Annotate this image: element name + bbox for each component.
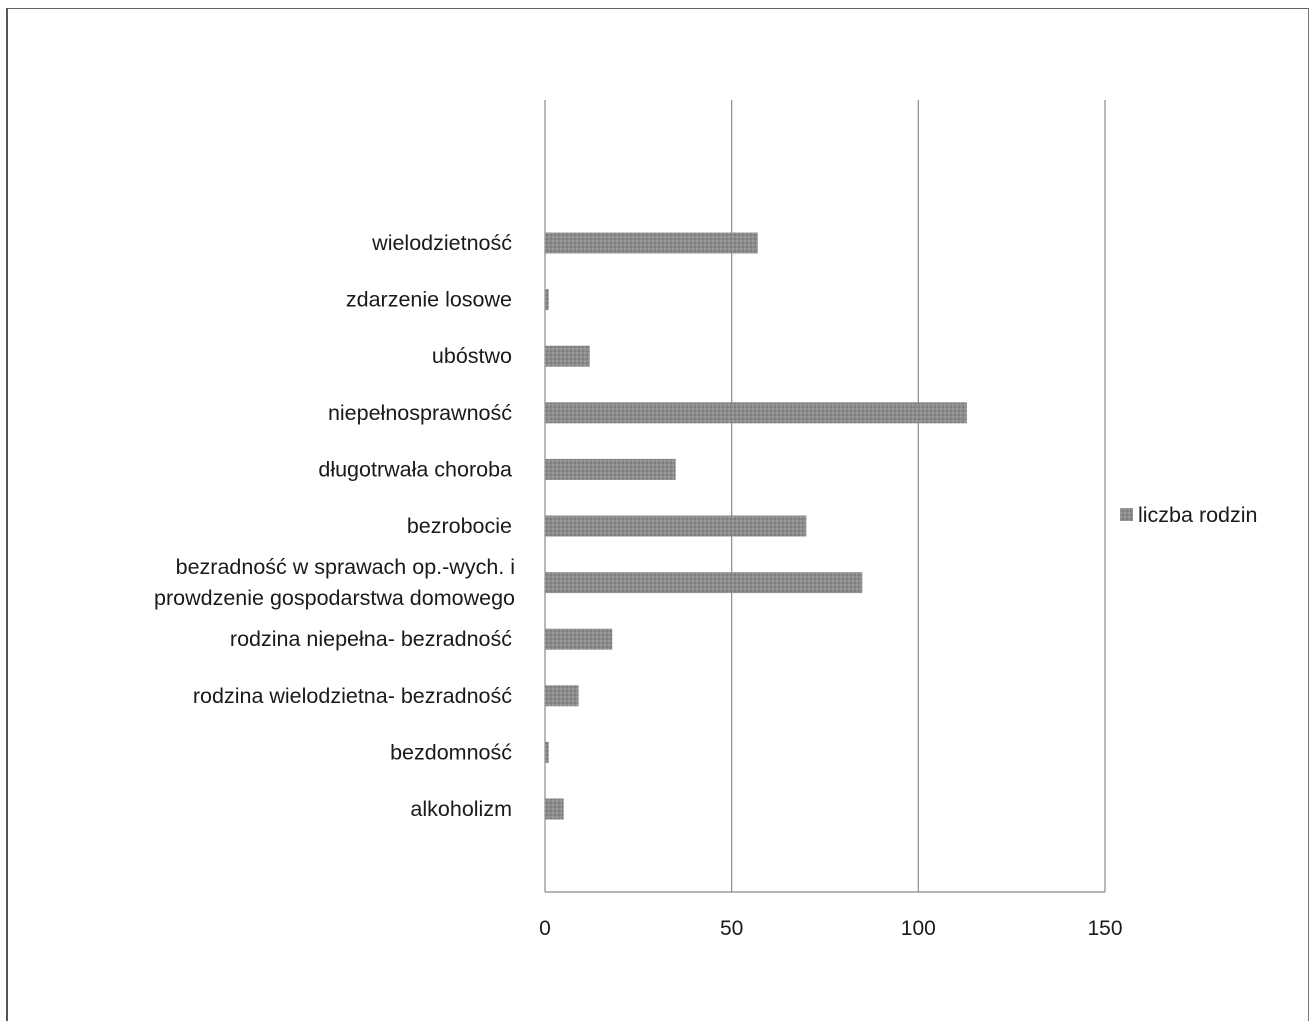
bar (545, 628, 613, 650)
category-label: rodzina niepełna- bezradność (230, 627, 512, 651)
bar (545, 572, 863, 594)
bar (545, 798, 564, 820)
bar (545, 515, 807, 537)
category-label: długotrwała choroba (318, 457, 512, 481)
legend-swatch (1120, 508, 1133, 521)
bar (545, 685, 579, 707)
category-label: bezradność w sprawach op.-wych. i (176, 555, 515, 579)
category-label: niepełnosprawność (328, 401, 512, 425)
bar (545, 345, 590, 367)
category-label: bezrobocie (407, 514, 512, 538)
category-label: zdarzenie losowe (346, 288, 512, 312)
category-label: wielodzietność (371, 231, 512, 255)
x-tick-label: 100 (901, 917, 936, 940)
category-label: alkoholizm (410, 797, 512, 821)
bar (545, 741, 549, 763)
category-label: prowdzenie gospodarstwa domowego (154, 586, 515, 610)
bar (545, 402, 967, 424)
category-label: rodzina wielodzietna- bezradność (193, 684, 512, 708)
category-label: ubóstwo (432, 344, 512, 368)
x-tick-label: 150 (1087, 917, 1122, 940)
bar (545, 458, 676, 480)
x-tick-label: 0 (539, 917, 551, 940)
bar (545, 289, 549, 311)
x-tick-label: 50 (720, 917, 743, 940)
legend-label: liczba rodzin (1138, 503, 1258, 527)
category-label: bezdomność (390, 740, 512, 764)
chart-frame (6, 8, 1309, 1021)
bar (545, 232, 758, 254)
